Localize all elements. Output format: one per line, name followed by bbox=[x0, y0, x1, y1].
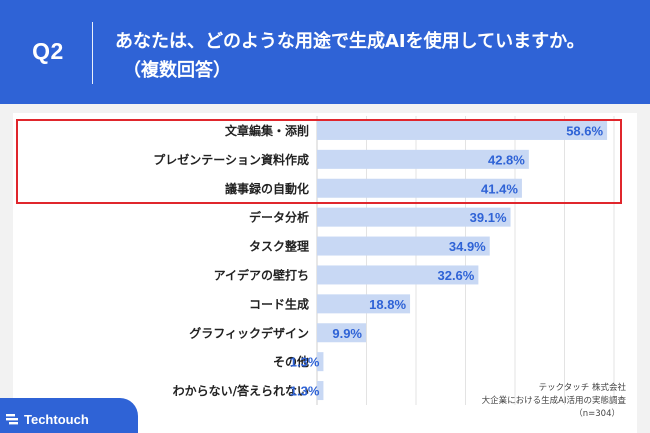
category-label: 議事録の自動化 bbox=[225, 181, 309, 196]
bar bbox=[317, 265, 479, 285]
bar bbox=[317, 323, 367, 343]
category-label: 文章編集・添削 bbox=[225, 123, 309, 138]
value-label: 1.3% bbox=[290, 355, 320, 370]
category-label: タスク整理 bbox=[249, 239, 309, 254]
source-sample: （n=304） bbox=[574, 409, 620, 419]
bar bbox=[317, 207, 511, 227]
source-survey: 大企業における生成AI活用の実態調査 bbox=[481, 396, 626, 406]
question-line-1: あなたは、どのような用途で生成AIを使用していますか。 bbox=[115, 31, 585, 52]
question-text: あなたは、どのような用途で生成AIを使用していますか。 （複数回答） bbox=[115, 27, 635, 85]
value-label: 34.9% bbox=[449, 239, 486, 254]
category-label: わからない/答えられない bbox=[173, 383, 309, 398]
value-label: 32.6% bbox=[437, 268, 474, 283]
category-label: その他 bbox=[273, 354, 309, 369]
category-label: アイデアの壁打ち bbox=[214, 267, 309, 282]
category-label: コード生成 bbox=[249, 296, 309, 311]
brand-logo: Techtouch bbox=[6, 410, 89, 428]
question-line-2: （複数回答） bbox=[123, 60, 231, 81]
value-label: 1.3% bbox=[290, 384, 320, 399]
bar bbox=[317, 178, 522, 198]
category-label: グラフィックデザイン bbox=[189, 325, 309, 340]
value-label: 18.8% bbox=[369, 297, 406, 312]
brand-tab bbox=[0, 398, 138, 433]
source-company: テックタッチ 株式会社 bbox=[538, 383, 626, 393]
header-divider bbox=[92, 22, 93, 84]
bar bbox=[317, 381, 324, 401]
techtouch-logo-icon bbox=[6, 414, 18, 425]
bar bbox=[317, 149, 529, 169]
question-header: Q2 あなたは、どのような用途で生成AIを使用していますか。 （複数回答） bbox=[0, 0, 650, 104]
question-number: Q2 bbox=[32, 38, 64, 64]
brand-name: Techtouch bbox=[24, 411, 89, 427]
category-label: データ分析 bbox=[249, 210, 309, 225]
value-label: 41.4% bbox=[481, 181, 518, 196]
bar bbox=[317, 352, 324, 372]
bar bbox=[317, 236, 490, 256]
category-label: プレゼンテーション資料作成 bbox=[153, 152, 309, 167]
value-label: 58.6% bbox=[566, 123, 603, 138]
value-label: 9.9% bbox=[332, 326, 362, 341]
value-label: 42.8% bbox=[488, 152, 525, 167]
bar bbox=[317, 120, 608, 140]
highlight-box bbox=[16, 119, 622, 204]
bar bbox=[317, 294, 411, 314]
value-label: 39.1% bbox=[470, 210, 507, 225]
